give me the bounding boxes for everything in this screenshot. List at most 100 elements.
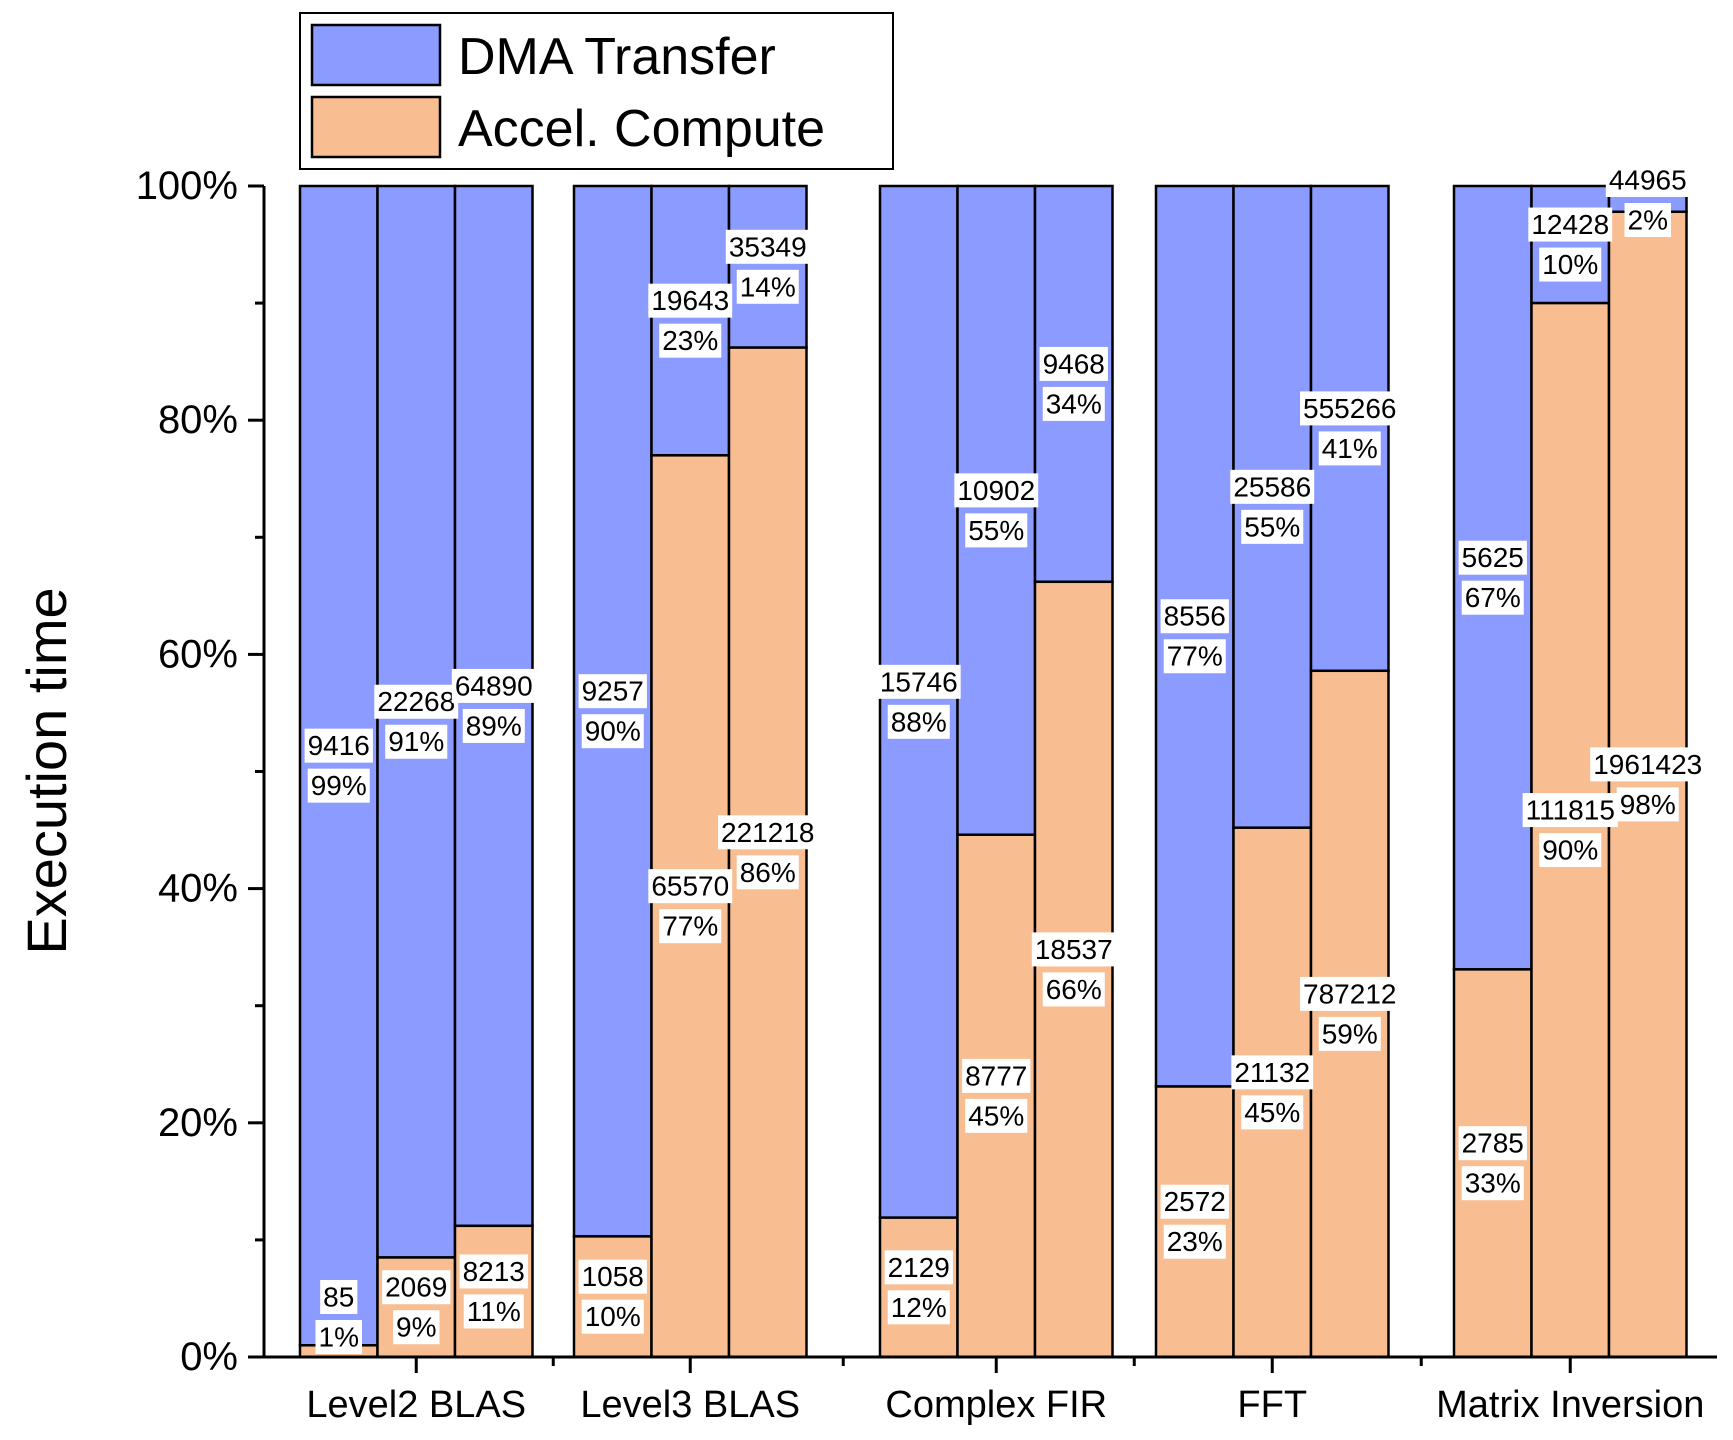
y-tick-label: 40% bbox=[158, 867, 238, 911]
label-dma-pct-2-2: 34% bbox=[1042, 386, 1105, 421]
label-compute-value-1-1: 65570 bbox=[648, 869, 733, 904]
label-dma-value-1-0-bg bbox=[578, 674, 647, 709]
label-dma-pct-2-1: 55% bbox=[965, 513, 1028, 548]
label-compute-value-4-1-bg bbox=[1522, 793, 1618, 828]
label-dma-value-0-2: 64890 bbox=[451, 668, 536, 703]
label-dma-pct-1-1-text: 23% bbox=[662, 325, 718, 356]
y-tick-label: 0% bbox=[180, 1335, 238, 1379]
label-dma-value-1-1: 19643 bbox=[648, 283, 733, 318]
label-dma-pct-1-1: 23% bbox=[659, 323, 722, 358]
label-dma-value-2-2-bg bbox=[1039, 346, 1108, 381]
label-compute-pct-2-0-bg bbox=[887, 1290, 950, 1325]
label-compute-pct-1-1: 77% bbox=[659, 909, 722, 944]
label-dma-value-4-0-text: 5625 bbox=[1462, 542, 1524, 573]
label-compute-value-2-2: 18537 bbox=[1031, 932, 1116, 967]
bar-compute-2-1 bbox=[956, 833, 1037, 1359]
label-compute-value-2-2-text: 18537 bbox=[1035, 934, 1113, 965]
label-dma-pct-4-2-text: 2% bbox=[1628, 205, 1668, 236]
label-compute-pct-3-2-bg bbox=[1318, 1016, 1381, 1051]
label-compute-value-0-1-bg bbox=[382, 1270, 451, 1305]
label-dma-pct-2-2-bg bbox=[1042, 386, 1105, 421]
label-compute-value-1-1-text: 65570 bbox=[651, 871, 729, 902]
bars-layer bbox=[298, 184, 1688, 1359]
label-dma-value-0-2-text: 64890 bbox=[455, 670, 533, 701]
label-compute-pct-4-2-text: 98% bbox=[1620, 789, 1676, 820]
label-dma-value-0-2-bg bbox=[451, 668, 536, 703]
label-compute-value-2-1-bg bbox=[962, 1058, 1031, 1093]
legend-swatch-0 bbox=[310, 23, 442, 87]
label-compute-pct-0-0-text: 1% bbox=[319, 1322, 359, 1353]
label-compute-value-0-2: 8213 bbox=[459, 1254, 528, 1289]
label-compute-value-3-2: 787212 bbox=[1300, 976, 1400, 1011]
label-compute-pct-1-1-text: 77% bbox=[662, 911, 718, 942]
label-dma-pct-4-1-bg bbox=[1539, 247, 1602, 282]
label-compute-pct-1-2-text: 86% bbox=[740, 857, 796, 888]
label-compute-value-0-1-text: 2069 bbox=[385, 1272, 447, 1303]
label-dma-pct-3-0-bg bbox=[1163, 639, 1226, 674]
label-dma-value-0-1-bg bbox=[374, 684, 459, 719]
bar-dma-1-1 bbox=[650, 184, 731, 457]
label-compute-value-2-1: 8777 bbox=[962, 1058, 1031, 1093]
label-dma-value-3-2-text: 555266 bbox=[1303, 393, 1396, 424]
label-compute-pct-2-1: 45% bbox=[965, 1098, 1028, 1133]
label-compute-pct-2-1-text: 45% bbox=[968, 1100, 1024, 1131]
label-dma-value-4-0-bg bbox=[1458, 540, 1527, 575]
bar-compute-3-1 bbox=[1232, 826, 1313, 1359]
label-compute-pct-3-0-text: 23% bbox=[1167, 1226, 1223, 1257]
label-compute-pct-0-1: 9% bbox=[393, 1310, 440, 1345]
label-dma-value-4-1-text: 12428 bbox=[1531, 209, 1609, 240]
label-compute-pct-0-2: 11% bbox=[463, 1294, 524, 1329]
label-dma-value-3-0-bg bbox=[1160, 599, 1229, 634]
label-dma-pct-1-2-bg bbox=[736, 269, 799, 304]
label-dma-pct-3-2-bg bbox=[1318, 431, 1381, 466]
label-dma-value-0-0-text: 9416 bbox=[308, 730, 370, 761]
label-dma-value-0-0-bg bbox=[304, 728, 373, 763]
label-dma-value-2-2-text: 9468 bbox=[1043, 348, 1105, 379]
label-compute-pct-4-2-bg bbox=[1616, 787, 1679, 822]
label-compute-pct-2-1-bg bbox=[965, 1098, 1028, 1133]
label-dma-pct-0-0-text: 99% bbox=[311, 770, 367, 801]
label-compute-pct-3-0: 23% bbox=[1163, 1224, 1226, 1259]
bar-compute-4-2 bbox=[1607, 210, 1688, 1359]
label-compute-pct-0-1-bg bbox=[393, 1310, 440, 1345]
label-compute-pct-2-2-text: 66% bbox=[1046, 974, 1102, 1005]
label-compute-value-1-0-text: 1058 bbox=[582, 1261, 644, 1292]
label-compute-pct-2-2: 66% bbox=[1042, 972, 1105, 1007]
label-compute-pct-3-2-text: 59% bbox=[1322, 1018, 1378, 1049]
data-labels-layer: 9416 99% 85 1% 22268 91% 2069 9% 64890 89% 8213 11%… bbox=[304, 163, 1706, 1354]
bar-compute-1-2 bbox=[727, 346, 808, 1359]
label-dma-pct-2-1-bg bbox=[965, 513, 1028, 548]
label-compute-pct-1-0-text: 10% bbox=[585, 1301, 641, 1332]
label-dma-value-1-2-text: 35349 bbox=[729, 231, 807, 262]
bar-dma-3-2 bbox=[1309, 184, 1390, 673]
label-dma-pct-4-1: 10% bbox=[1539, 247, 1602, 282]
label-compute-value-1-2-bg bbox=[718, 815, 818, 850]
label-compute-pct-2-2-bg bbox=[1042, 972, 1105, 1007]
label-dma-pct-3-2: 41% bbox=[1318, 431, 1381, 466]
label-dma-pct-1-0-bg bbox=[581, 714, 644, 749]
label-compute-pct-3-1-bg bbox=[1241, 1095, 1304, 1130]
label-dma-value-2-1: 10902 bbox=[954, 473, 1039, 508]
bar-compute-4-1 bbox=[1530, 301, 1611, 1359]
y-tick-label: 80% bbox=[158, 398, 238, 442]
label-compute-pct-0-0-bg bbox=[315, 1320, 362, 1354]
legend-swatch-1 bbox=[310, 95, 442, 159]
label-dma-value-3-2-bg bbox=[1300, 391, 1400, 426]
label-compute-pct-0-0: 1% bbox=[315, 1320, 362, 1354]
bar-dma-2-0 bbox=[878, 184, 959, 1219]
label-compute-value-3-2-bg bbox=[1300, 976, 1400, 1011]
x-category-label: Level2 BLAS bbox=[306, 1384, 526, 1426]
label-compute-value-3-1-text: 21132 bbox=[1234, 1057, 1310, 1088]
bar-compute-1-0 bbox=[572, 1235, 653, 1359]
label-dma-pct-3-0-text: 77% bbox=[1167, 641, 1223, 672]
label-dma-pct-4-0-text: 67% bbox=[1465, 582, 1521, 613]
label-dma-value-4-2-bg bbox=[1605, 163, 1690, 197]
label-dma-pct-4-2-bg bbox=[1624, 203, 1671, 237]
label-dma-pct-3-1-bg bbox=[1241, 509, 1304, 544]
label-dma-pct-3-1-text: 55% bbox=[1244, 511, 1300, 542]
label-compute-value-2-2-bg bbox=[1031, 932, 1116, 967]
label-compute-pct-4-1: 90% bbox=[1539, 833, 1602, 868]
label-dma-pct-4-0: 67% bbox=[1461, 580, 1524, 615]
label-compute-value-4-0-bg bbox=[1458, 1126, 1527, 1161]
label-dma-pct-1-0: 90% bbox=[581, 714, 644, 749]
